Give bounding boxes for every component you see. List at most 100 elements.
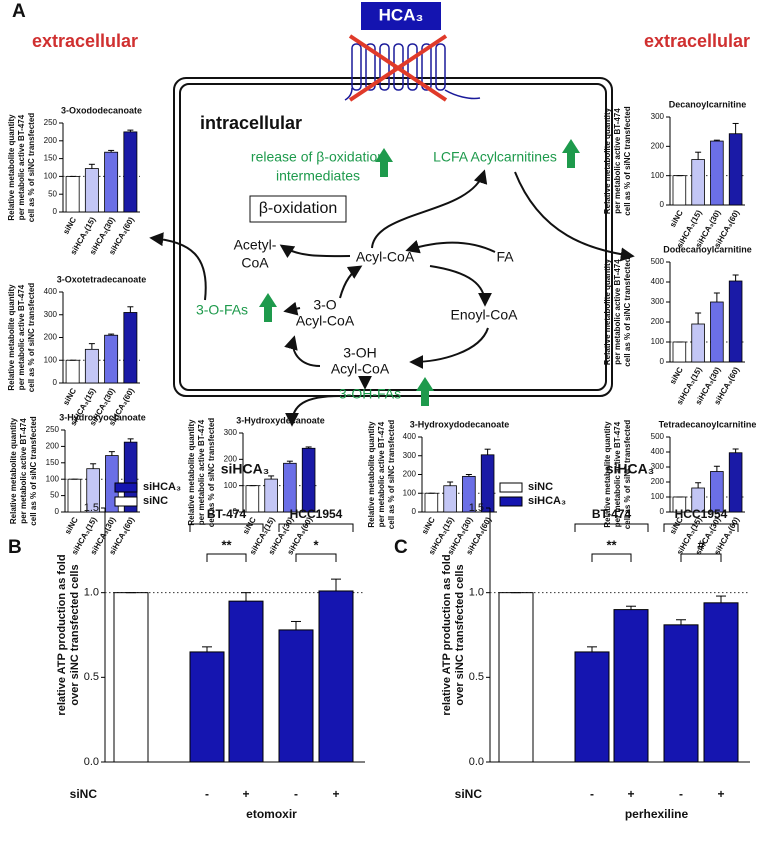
y-axis-label: cell as % of siNC transfected — [27, 113, 36, 222]
bar — [672, 175, 687, 206]
row-label: siNC — [455, 787, 483, 801]
y-tick-label: 100 — [651, 337, 665, 346]
y-axis-label: Relative metabolite quantity — [603, 107, 612, 214]
group-bracket — [278, 523, 354, 532]
bar — [691, 159, 705, 206]
chart-title: Tetradecanoylcarnitine — [659, 419, 757, 429]
metabolite: Acyl-CoA — [296, 313, 355, 329]
bar — [228, 600, 264, 763]
y-tick-label: 1.0 — [84, 587, 99, 599]
receptor-label: HCA₃ — [379, 5, 424, 24]
y-tick-label: 100 — [44, 172, 58, 181]
bar — [710, 301, 724, 363]
y-axis-label: over siNC transfected cells — [69, 564, 81, 705]
y-axis-label: cell as % of siNC transfected — [623, 106, 632, 215]
bar — [245, 485, 260, 513]
y-axis-label: cell as % of siNC transfected — [623, 257, 632, 366]
group-label: BT-474 — [592, 507, 632, 521]
bar — [498, 592, 534, 763]
chart-title: 3-Oxododecanoate — [61, 105, 142, 115]
chart-title: 3-Oxotetradecanoate — [57, 274, 147, 284]
y-axis-label: per metabolic active BT-474 — [19, 418, 28, 524]
y-tick-label: 0 — [412, 507, 417, 516]
x-tick-label: - — [679, 787, 683, 801]
bar — [691, 323, 705, 363]
oh-fas-label: 3-OH-FAs — [339, 386, 401, 402]
group-bracket — [663, 523, 739, 532]
y-tick-label: 0.0 — [469, 756, 484, 768]
y-tick-label: 400 — [403, 432, 417, 441]
y-tick-label: 250 — [44, 118, 58, 127]
legend-label: siNC — [143, 495, 168, 507]
bar — [113, 592, 149, 763]
y-axis-label: Relative metabolite quantity — [7, 114, 16, 221]
x-axis-label: perhexiline — [625, 807, 689, 821]
group-label: BT-474 — [207, 507, 247, 521]
y-axis-label: Relative metabolite quantity — [603, 258, 612, 365]
bar — [104, 334, 119, 384]
bar — [278, 629, 314, 763]
y-tick-label: 0.5 — [469, 671, 484, 683]
x-tick-label: - — [590, 787, 594, 801]
y-tick-label: 300 — [651, 462, 665, 471]
y-tick-label: 200 — [403, 470, 417, 479]
significance-label: # — [697, 537, 705, 552]
y-axis-label: per metabolic active BT-474 — [17, 114, 26, 220]
y-tick-label: 150 — [46, 458, 60, 467]
y-tick-label: 500 — [651, 432, 665, 441]
y-axis-label: Relative metabolite quantity — [7, 284, 16, 391]
y-axis-label: over siNC transfected cells — [454, 564, 466, 705]
legend-label: siNC — [528, 481, 553, 493]
y-axis-label: cell as % of siNC transfected — [387, 420, 396, 529]
legend-label: siHCA₃ — [528, 495, 566, 507]
oxo-fas-label: 3-O-FAs — [196, 302, 248, 318]
y-axis-label: relative ATP production as fold — [56, 554, 68, 715]
metabolite: Enoyl-CoA — [451, 307, 519, 323]
bar — [613, 609, 649, 763]
bar — [710, 140, 724, 206]
bar — [574, 651, 610, 763]
chart-title: Decanoylcarnitine — [669, 99, 747, 109]
y-tick-label: 100 — [651, 171, 665, 180]
y-tick-label: 150 — [44, 154, 58, 163]
y-tick-label: 300 — [44, 310, 58, 319]
panel-label: B — [8, 537, 22, 558]
y-tick-label: 100 — [403, 488, 417, 497]
y-axis-label: Relative metabolite quantity — [187, 419, 196, 526]
y-axis-label: cell as % of siNC transfected — [27, 283, 36, 392]
legend-swatch — [499, 482, 523, 493]
y-tick-label: 0 — [660, 507, 665, 516]
bar — [84, 168, 99, 213]
extracellular-label: extracellular — [32, 31, 138, 51]
y-tick-label: 400 — [651, 277, 665, 286]
y-tick-label: 200 — [224, 454, 238, 463]
group-bracket — [189, 523, 264, 532]
metabolite: FA — [496, 249, 514, 265]
y-tick-label: 100 — [44, 355, 58, 364]
y-axis-label: per metabolic active BT-474 — [613, 108, 622, 214]
y-axis-label: Relative metabolite quantity — [367, 421, 376, 528]
y-tick-label: 400 — [651, 447, 665, 456]
y-tick-label: 300 — [403, 451, 417, 460]
y-tick-label: 250 — [46, 425, 60, 434]
y-tick-label: 300 — [651, 112, 665, 121]
y-axis-label: per metabolic active BT-474 — [613, 259, 622, 365]
y-tick-label: 200 — [44, 333, 58, 342]
significance-bracket — [591, 553, 632, 562]
metabolite: Acyl-CoA — [356, 249, 415, 265]
y-tick-label: 50 — [50, 491, 59, 500]
chart-title: 3-Hydroxyoctanoate — [59, 412, 146, 422]
chart-title: siHCA₃ — [221, 461, 269, 477]
x-axis-label: etomoxir — [246, 807, 297, 821]
bar — [264, 478, 278, 513]
y-tick-label: 200 — [46, 442, 60, 451]
bar — [672, 341, 687, 363]
bar — [728, 280, 743, 363]
receptor-icon — [344, 43, 481, 101]
y-tick-label: 0 — [53, 378, 58, 387]
x-tick-label: siNC — [63, 515, 80, 535]
y-tick-label: 0 — [53, 207, 58, 216]
legend-swatch — [114, 496, 138, 507]
x-tick-label: siNC — [668, 208, 685, 228]
y-axis-label: per metabolic active BT-474 — [613, 421, 622, 527]
